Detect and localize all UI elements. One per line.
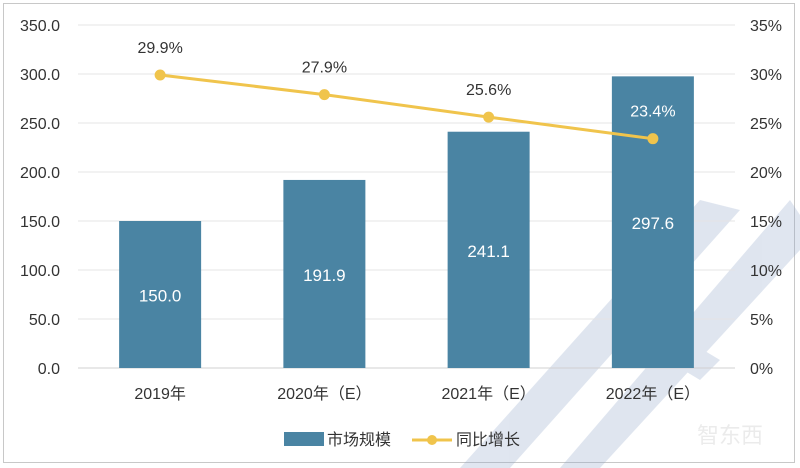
left-axis-tick: 150.0: [20, 214, 60, 231]
x-axis-tick: 2020年（E）: [277, 385, 371, 403]
bar-1: [119, 221, 202, 368]
watermark-logo: 智东西: [697, 423, 763, 448]
right-axis-tick: 5%: [750, 312, 773, 329]
right-axis-tick: 10%: [750, 263, 782, 280]
left-axis-tick: 300.0: [20, 67, 60, 84]
chart-frame: [3, 3, 795, 463]
right-axis-tick: 25%: [750, 116, 782, 133]
x-axis-tick: 2022年（E）: [606, 385, 700, 403]
growth-point-4: [647, 133, 659, 145]
growth-point-3: [483, 111, 495, 123]
legend-label-line: 同比增长: [456, 431, 520, 449]
bar-data-label: 150.0: [139, 287, 182, 306]
x-axis-tick: 2021年（E）: [441, 385, 535, 403]
growth-line: [159, 73, 654, 141]
line-data-label: 25.6%: [466, 82, 511, 99]
legend-swatch-bar: [284, 432, 324, 446]
left-axis-tick: 250.0: [20, 116, 60, 133]
left-axis-tick: 0.0: [38, 361, 60, 378]
bar-3: [447, 131, 530, 368]
right-axis-tick: 30%: [750, 67, 782, 84]
legend: 市场规模 同比增长: [284, 431, 520, 449]
left-axis-tick: 50.0: [29, 312, 60, 329]
growth-point-1: [154, 69, 166, 81]
left-axis-tick: 100.0: [20, 263, 60, 280]
line-data-label: 27.9%: [302, 60, 347, 77]
bar-data-label: 191.9: [303, 266, 346, 285]
left-axis-tick: 200.0: [20, 165, 60, 182]
bar-2: [283, 179, 366, 368]
bar-4: [611, 76, 694, 369]
right-axis-tick: 0%: [750, 361, 773, 378]
legend-label-bar: 市场规模: [327, 431, 391, 449]
growth-point-2: [318, 89, 330, 101]
line-data-label: 23.4%: [630, 104, 675, 121]
legend-marker: [427, 435, 437, 445]
right-axis-tick: 35%: [750, 18, 782, 35]
right-axis-tick: 15%: [750, 214, 782, 231]
bar-data-label: 241.1: [467, 242, 510, 261]
bar-data-label: 297.6: [632, 214, 675, 233]
x-axis-tick: 2019年: [134, 385, 186, 403]
line-data-label: 29.9%: [137, 40, 182, 57]
right-axis-tick: 20%: [750, 165, 782, 182]
left-axis-tick: 350.0: [20, 18, 60, 35]
